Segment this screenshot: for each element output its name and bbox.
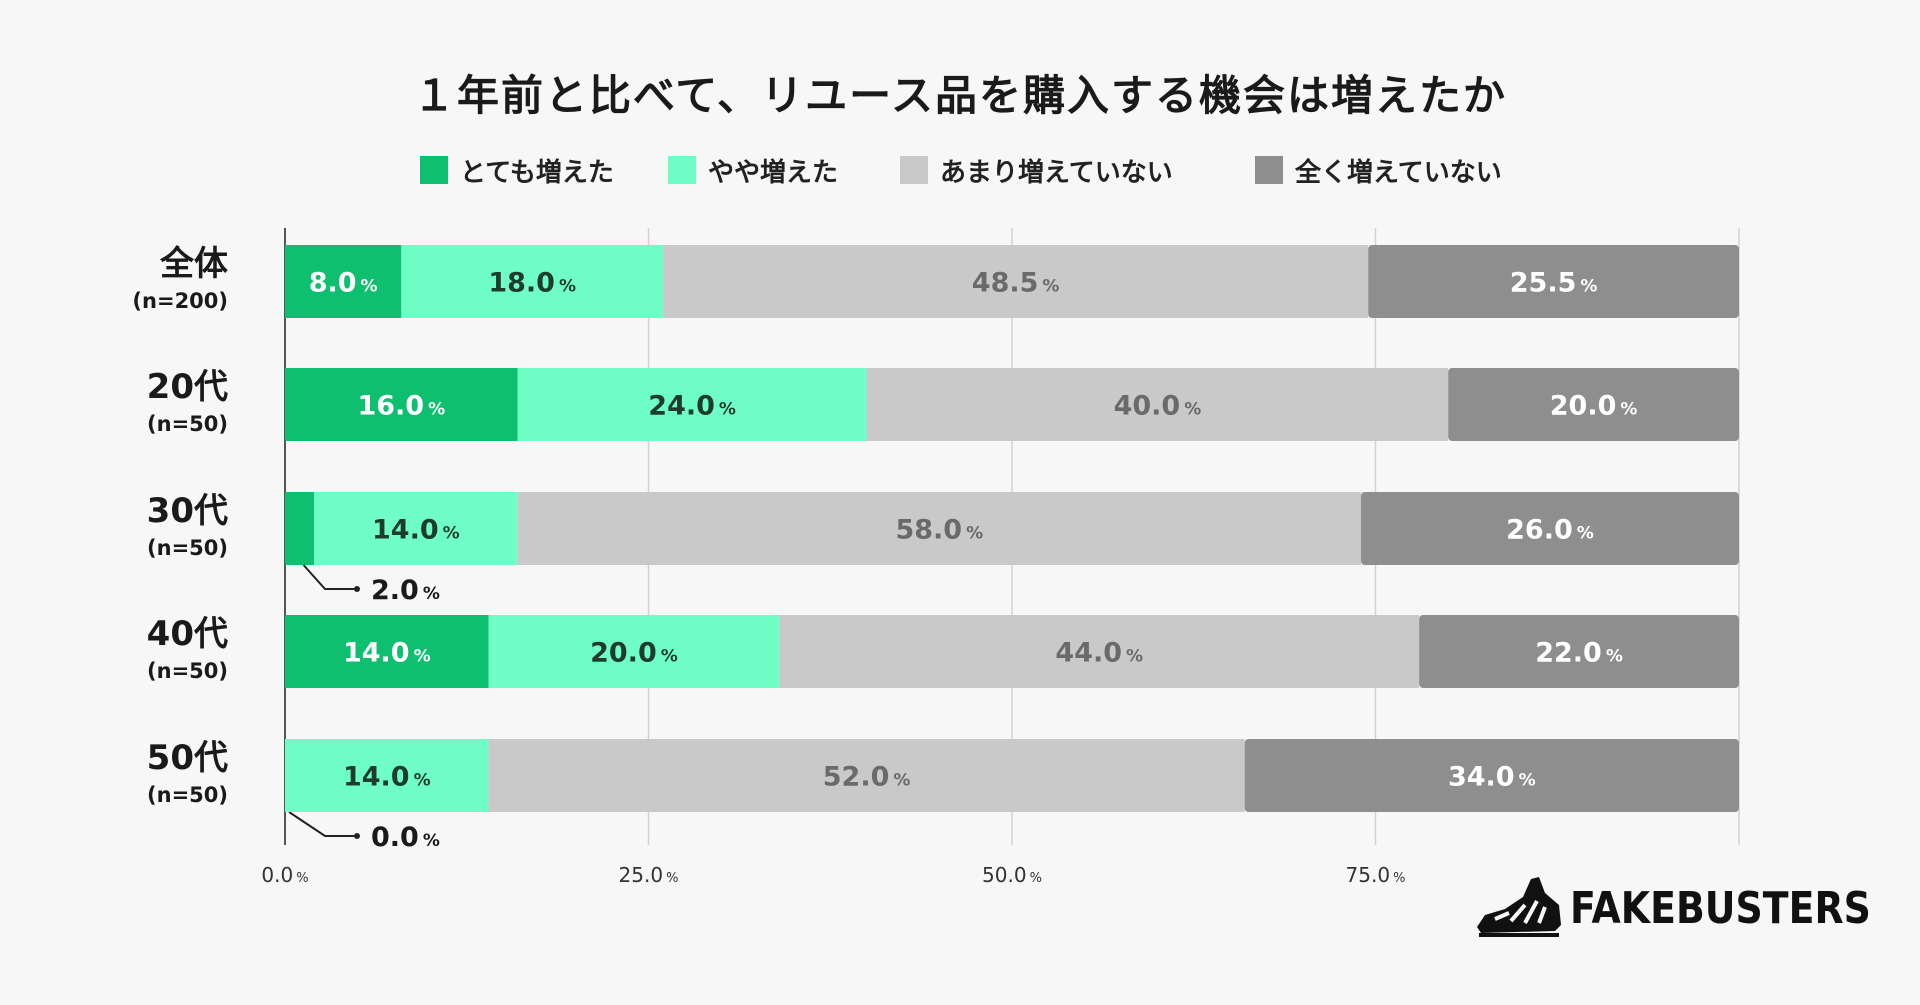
bar-segment — [1360, 492, 1739, 565]
data-label: 58.0% — [895, 515, 983, 546]
x-tick-label: 50.0% — [982, 863, 1042, 887]
data-label: 24.0% — [648, 391, 736, 422]
legend-item: やや増えた — [668, 150, 838, 190]
data-label: 20.0% — [590, 638, 678, 669]
data-label: 2.0% — [371, 575, 440, 606]
sneaker-logo-icon — [1477, 877, 1561, 937]
legend-item: あまり増えていない — [900, 150, 1173, 190]
data-label: 8.0% — [309, 268, 378, 299]
x-tick-label: 0.0% — [261, 863, 308, 887]
bar-segment — [866, 368, 1449, 441]
bar-segment — [1448, 368, 1739, 441]
category-label: 20代 — [147, 367, 228, 407]
x-tick-label: 25.0% — [619, 863, 679, 887]
data-label: 14.0% — [372, 515, 460, 546]
category-n-label: (n=200) — [132, 289, 228, 313]
chart-title: １年前と比べて、リユース品を購入する機会は増えたか — [412, 71, 1508, 120]
brand-name: FAKEBUSTERS — [1570, 883, 1871, 934]
legend-item: 全く増えていない — [1255, 150, 1502, 190]
bar-segment — [285, 739, 489, 812]
legend-label: 全く増えていない — [1295, 157, 1502, 188]
data-label: 25.5% — [1510, 268, 1598, 299]
data-label: 40.0% — [1114, 391, 1202, 422]
bar-segment — [314, 492, 518, 565]
data-label: 34.0% — [1448, 762, 1536, 793]
bar-segment — [285, 245, 402, 318]
callout-line — [288, 811, 357, 837]
bar-segment — [663, 245, 1369, 318]
bar-segment — [488, 739, 1245, 812]
category-label: 40代 — [147, 614, 228, 654]
x-tick-label: 75.0% — [1346, 863, 1406, 887]
callout-dot — [354, 833, 360, 839]
category-n-label: (n=50) — [147, 536, 228, 560]
data-label: 22.0% — [1535, 638, 1623, 669]
legend-swatch — [668, 156, 696, 184]
data-label: 18.0% — [488, 268, 576, 299]
legend-swatch — [1255, 156, 1283, 184]
bar-segment — [779, 615, 1420, 688]
category-label: 30代 — [147, 491, 228, 531]
bar-segment — [517, 492, 1361, 565]
legend: とても増えた やや増えた あまり増えていない 全く増えていない — [0, 150, 1920, 190]
data-label: 52.0% — [823, 762, 911, 793]
legend-label: やや増えた — [708, 157, 839, 188]
bar-segment — [1419, 615, 1739, 688]
legend-label: とても増えた — [460, 157, 614, 188]
bar-segment — [488, 615, 780, 688]
category-n-label: (n=50) — [147, 659, 228, 683]
bar-segment — [285, 615, 489, 688]
category-label: 全体 — [159, 244, 228, 284]
data-label: 26.0% — [1506, 515, 1594, 546]
data-label: 14.0% — [343, 638, 431, 669]
data-label: 14.0% — [343, 762, 431, 793]
data-label: 0.0% — [371, 822, 440, 853]
bar-segment — [517, 368, 867, 441]
bar-segment — [1244, 739, 1739, 812]
legend-swatch — [900, 156, 928, 184]
bar-segment — [1368, 245, 1739, 318]
bar-segment — [285, 368, 518, 441]
legend-swatch — [420, 156, 448, 184]
category-n-label: (n=50) — [147, 412, 228, 436]
legend-item: とても増えた — [420, 150, 614, 190]
bar-segment — [401, 245, 664, 318]
data-label: 48.5% — [972, 268, 1060, 299]
category-n-label: (n=50) — [147, 783, 228, 807]
data-label: 44.0% — [1055, 638, 1143, 669]
data-label: 16.0% — [357, 391, 445, 422]
callout-line — [302, 564, 357, 590]
legend-label: あまり増えていない — [940, 157, 1173, 188]
category-label: 50代 — [147, 738, 228, 778]
data-label: 20.0% — [1550, 391, 1638, 422]
bar-segment — [285, 492, 315, 565]
brand-logo: FAKEBUSTERS — [1475, 875, 1871, 945]
callout-dot — [354, 586, 360, 592]
